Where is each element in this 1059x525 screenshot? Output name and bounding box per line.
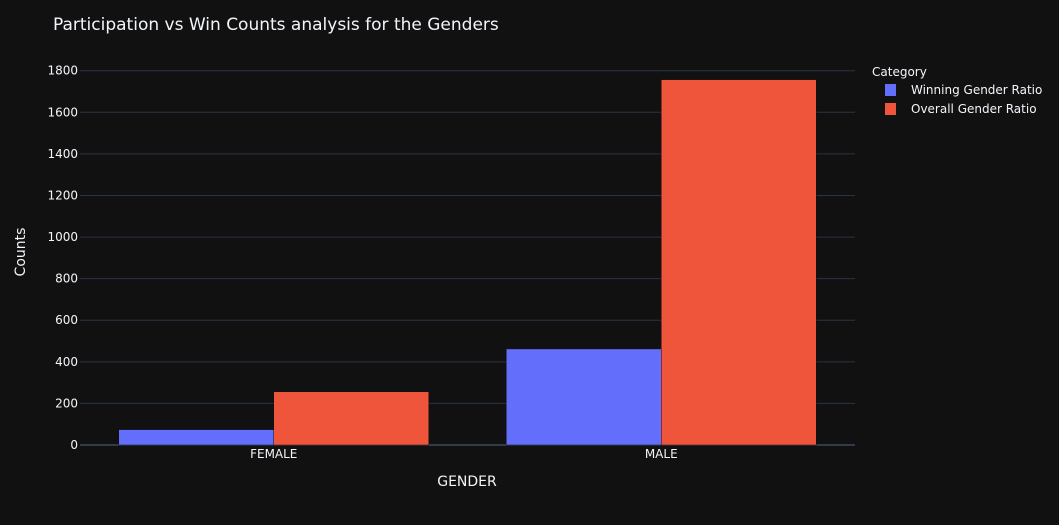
x-axis-title: GENDER (437, 474, 497, 490)
x-tick-labels: FEMALE MALE (250, 447, 678, 461)
y-tick-label: 0 (70, 438, 78, 452)
legend-item-label[interactable]: Overall Gender Ratio (911, 102, 1037, 116)
chart-title: Participation vs Win Counts analysis for… (53, 15, 499, 35)
y-axis-title: Counts (13, 228, 29, 277)
y-tick-label: 1400 (47, 147, 78, 161)
bar-female-winning-gender-ratio[interactable] (118, 429, 274, 446)
y-tick-label: 1200 (47, 188, 78, 202)
x-tick-label: MALE (645, 447, 678, 461)
y-tick-label: 1800 (47, 64, 78, 78)
legend-title: Category (872, 65, 927, 79)
x-tick-label: FEMALE (250, 447, 297, 461)
y-tick-labels: 0 200 400 600 800 1000 1200 1400 1600 1800 (47, 64, 78, 452)
y-tick-label: 1600 (47, 105, 78, 119)
bar-male-overall-gender-ratio[interactable] (661, 79, 817, 446)
legend-swatch (885, 84, 896, 96)
y-tick-label: 200 (55, 396, 78, 410)
gridlines (80, 70, 855, 446)
bar-female-overall-gender-ratio[interactable] (273, 391, 429, 446)
legend-item-label[interactable]: Winning Gender Ratio (911, 83, 1042, 97)
bars (118, 79, 817, 446)
y-tick-label: 800 (55, 272, 78, 286)
legend[interactable]: Category Winning Gender Ratio Overall Gen… (872, 65, 1042, 116)
y-tick-label: 1000 (47, 230, 78, 244)
legend-swatch (885, 103, 896, 115)
y-tick-label: 600 (55, 313, 78, 327)
bar-male-winning-gender-ratio[interactable] (506, 348, 662, 446)
y-tick-label: 400 (55, 355, 78, 369)
